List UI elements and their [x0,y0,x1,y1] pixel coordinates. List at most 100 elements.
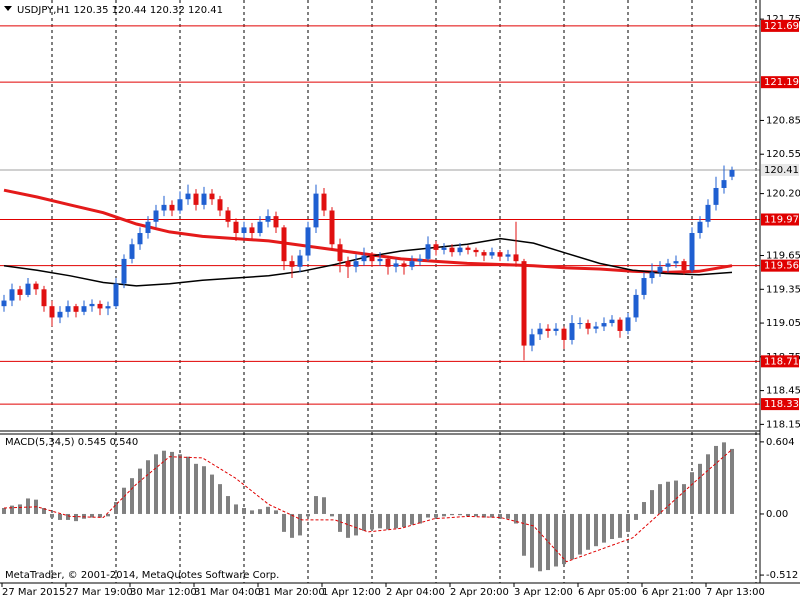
candle-body [537,328,543,335]
candle-body [457,247,463,253]
candle-body [169,204,175,211]
candle-body [17,289,23,295]
candle-body [265,216,271,222]
candle-body [513,254,519,262]
candle-body [649,272,655,279]
candle-body [657,266,663,273]
moving-average [3,237,733,287]
macd-bar [650,490,654,514]
candle-body [425,244,431,259]
chart-title: USDJPY,H1 120.35 120.44 120.32 120.41 [17,5,223,16]
macd-pane [2,442,734,572]
macd-bar [538,513,542,572]
watermark: MetaTrader, © 2001-2014, MetaQuotes Soft… [5,570,279,581]
x-tick-label: 2 Apr 20:00 [450,587,509,598]
candle-body [553,328,559,331]
macd-bar [570,513,574,560]
candle-body [313,193,319,228]
candle-body [529,334,535,346]
level-label: 119.97 [764,215,799,226]
macd-bar [426,513,430,518]
level-label-box [761,398,799,411]
x-tick-label: 1 Apr 12:00 [322,587,381,598]
macd-bar [50,513,54,518]
x-tick-label: 6 Apr 21:00 [642,587,701,598]
candle-body [49,306,55,318]
moving-average [3,188,733,274]
candle-body [121,258,127,284]
symbol-menu-arrow[interactable] [4,6,12,11]
candle-body [193,193,199,205]
candle-body [561,328,567,340]
x-tick-label: 31 Mar 04:00 [194,587,261,598]
macd-bar [386,513,390,530]
candle-body [545,328,551,331]
y-tick-label: 121.75 [766,14,800,25]
x-tick-label: 3 Apr 12:00 [514,587,573,598]
candle-body [225,210,231,222]
macd-bar [402,513,406,528]
macd-bar [378,513,382,529]
macd-bar [546,513,550,571]
candle-body [185,193,191,200]
macd-bar [674,480,678,514]
macd-bar [130,478,134,514]
macd-bar [722,442,726,514]
candle-body [137,233,143,245]
macd-bar [698,463,702,514]
candle-body [433,244,439,250]
macd-bar [578,513,582,555]
macd-bar [498,513,502,519]
y-tick-label: 120.20 [766,189,800,200]
x-tick-label: 27 Mar 2015 [2,587,65,598]
macd-bar [394,513,398,529]
candle-body [417,258,423,262]
candle-body [329,210,335,245]
macd-bar [218,484,222,514]
macd-bar [730,448,734,514]
macd-bar [714,445,718,514]
candle-body [625,317,631,331]
candle-body [73,306,79,312]
x-tick-label: 31 Mar 20:00 [258,587,325,598]
candle-body [393,263,399,267]
candle-body [385,258,391,267]
candle-body [25,283,31,295]
macd-bar [410,513,414,525]
y-tick-label: 119.05 [766,318,800,329]
candle-body [409,261,415,267]
candle-body [505,254,511,257]
macd-signal [3,449,733,563]
candle-body [81,306,87,312]
candle-body [641,278,647,295]
candle-body [449,247,455,253]
candle-body [201,193,207,205]
candle-body [289,261,295,267]
macd-bar [522,513,526,556]
y-tick-label: 120.85 [766,115,800,126]
macd-bar [610,513,614,540]
level-label: 121.69 [764,21,799,32]
macd-bar [466,513,470,517]
candle-body [617,319,623,331]
candle-body [233,221,239,234]
macd-bar [242,508,246,514]
macd-bar [2,508,6,514]
macd-bar [602,513,606,543]
level-label-box [761,355,799,368]
macd-bar [314,496,318,514]
candle-body [97,303,103,309]
macd-bar [658,484,662,514]
macd-bar [114,502,118,514]
macd-bar [482,513,486,518]
x-tick-label: 27 Mar 19:00 [66,587,133,598]
macd-bar [330,513,334,517]
candle-body [721,180,727,188]
macd-bar [106,513,110,517]
level-label: 118.33 [764,399,799,410]
candle-body [585,323,591,329]
macd-bar [162,450,166,514]
candle-body [497,252,503,257]
